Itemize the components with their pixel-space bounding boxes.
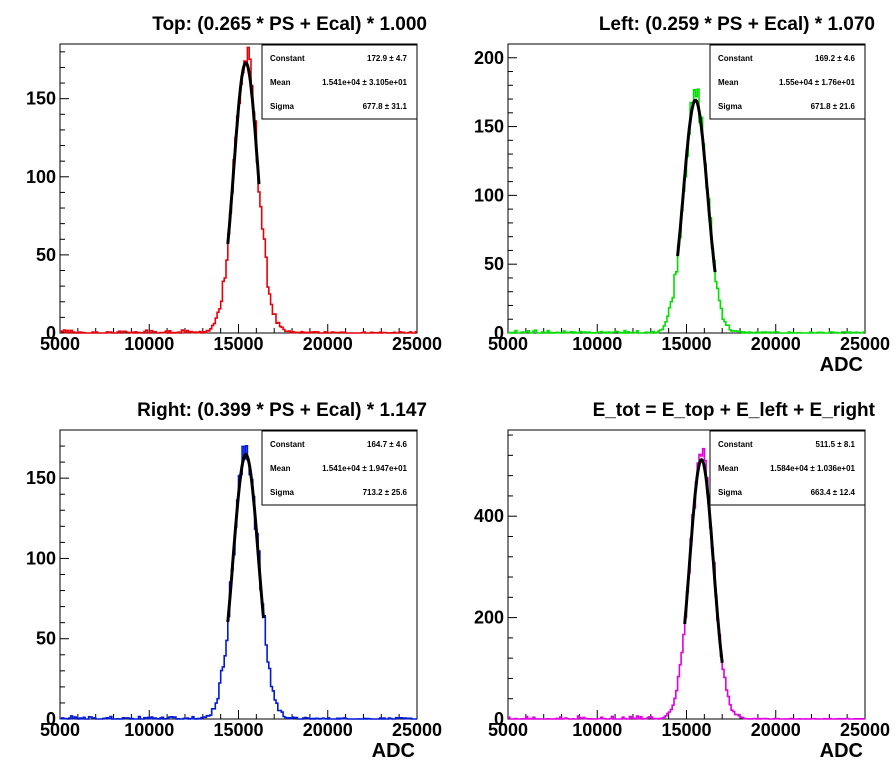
y-tick-label: 0: [46, 709, 56, 729]
gaussian-fit-curve: [676, 98, 717, 273]
y-tick-label: 100: [26, 548, 56, 568]
y-tick-label: 400: [474, 506, 504, 526]
stat-name: Mean: [270, 78, 291, 87]
x-tick-label: 5000: [40, 334, 80, 354]
stat-value: 172.9 ± 4.7: [367, 54, 408, 63]
stats-box-frame: [261, 44, 418, 120]
stat-name: Sigma: [718, 488, 743, 497]
fit-stats-box: Constant 172.9 ± 4.7 Mean 1.541e+04 ± 3.105…: [261, 44, 418, 120]
x-tick-label: 15000: [661, 334, 711, 354]
x-tick-label: 25000: [840, 720, 890, 740]
histogram-panel-3: Right: (0.399 * PS + Ecal) * 1.147 5000 10…: [26, 400, 442, 762]
chart-title: Top: (0.265 * PS + Ecal) * 1.000: [152, 14, 427, 35]
stat-value: 1.541e+04 ± 1.947e+01: [322, 464, 407, 473]
stats-box-frame: [709, 44, 866, 120]
x-tick-label: 10000: [124, 720, 174, 740]
fit-stats-box: Constant 511.5 ± 8.1 Mean 1.584e+04 ± 1.036…: [709, 430, 866, 506]
y-tick-label: 0: [494, 323, 504, 343]
x-tick-label: 15000: [213, 334, 263, 354]
x-tick-label: 20000: [303, 720, 353, 740]
x-axis-label: ADC: [820, 354, 863, 376]
chart-title: E_tot = E_top + E_left + E_right: [593, 400, 876, 421]
stat-value: 677.8 ± 31.1: [363, 102, 408, 111]
chart-title: Right: (0.399 * PS + Ecal) * 1.147: [137, 400, 427, 421]
stat-name: Sigma: [270, 488, 295, 497]
gaussian-fit-curve: [226, 61, 261, 245]
y-tick-label: 0: [494, 709, 504, 729]
histogram-line: [60, 445, 417, 720]
stat-value: 164.7 ± 4.6: [367, 440, 408, 449]
stat-value: 671.8 ± 21.6: [811, 102, 856, 111]
stats-box-frame: [261, 430, 418, 506]
y-tick-label: 200: [474, 608, 504, 628]
x-tick-label: 20000: [751, 720, 801, 740]
stat-name: Sigma: [270, 102, 295, 111]
x-tick-label: 10000: [124, 334, 174, 354]
y-tick-label: 100: [26, 167, 56, 187]
x-tick-label: 20000: [751, 334, 801, 354]
y-tick-label: 100: [474, 185, 504, 205]
stat-name: Constant: [718, 54, 753, 63]
x-axis-label: ADC: [820, 740, 863, 762]
x-tick-label: 25000: [392, 720, 442, 740]
x-tick-label: 5000: [40, 720, 80, 740]
y-tick-label: 150: [26, 89, 56, 109]
stat-value: 511.5 ± 8.1: [815, 440, 855, 449]
y-tick-label: 150: [26, 468, 56, 488]
y-tick-label: 50: [484, 254, 504, 274]
stat-value: 663.4 ± 12.4: [811, 488, 856, 497]
histogram-panel-2: Left: (0.259 * PS + Ecal) * 1.070 5000 100…: [474, 14, 890, 376]
y-tick-label: 200: [474, 48, 504, 68]
gaussian-fit-curve: [226, 453, 265, 623]
stat-value: 1.541e+04 ± 3.105e+01: [322, 78, 407, 87]
stat-name: Mean: [718, 464, 739, 473]
x-tick-label: 25000: [392, 334, 442, 354]
histogram-line: [508, 88, 865, 334]
x-tick-label: 5000: [488, 720, 528, 740]
stat-value: 169.2 ± 4.6: [815, 54, 856, 63]
stat-name: Sigma: [718, 102, 743, 111]
stat-name: Constant: [718, 440, 753, 449]
stat-value: 1.55e+04 ± 1.76e+01: [779, 78, 856, 87]
chart-title: Left: (0.259 * PS + Ecal) * 1.070: [599, 14, 875, 35]
histogram-panel-4: E_tot = E_top + E_left + E_right 5000 1000…: [474, 400, 890, 762]
x-tick-label: 20000: [303, 334, 353, 354]
x-axis-label: ADC: [372, 740, 415, 762]
fit-stats-box: Constant 169.2 ± 4.6 Mean 1.55e+04 ± 1.76e+…: [709, 44, 866, 120]
y-tick-label: 50: [36, 629, 56, 649]
gaussian-fit-curve: [683, 458, 724, 663]
stat-name: Constant: [270, 440, 305, 449]
fit-stats-box: Constant 164.7 ± 4.6 Mean 1.541e+04 ± 1.947…: [261, 430, 418, 506]
y-tick-label: 0: [46, 323, 56, 343]
x-tick-label: 10000: [572, 720, 622, 740]
stat-value: 713.2 ± 25.6: [363, 488, 408, 497]
y-tick-label: 50: [36, 245, 56, 265]
stat-name: Mean: [270, 464, 291, 473]
stats-box-frame: [709, 430, 866, 506]
stat-name: Mean: [718, 78, 739, 87]
x-tick-label: 15000: [661, 720, 711, 740]
y-tick-label: 150: [474, 117, 504, 137]
stat-name: Constant: [270, 54, 305, 63]
x-tick-label: 25000: [840, 334, 890, 354]
stat-value: 1.584e+04 ± 1.036e+01: [770, 464, 855, 473]
x-tick-label: 15000: [213, 720, 263, 740]
x-tick-label: 10000: [572, 334, 622, 354]
x-tick-label: 5000: [488, 334, 528, 354]
